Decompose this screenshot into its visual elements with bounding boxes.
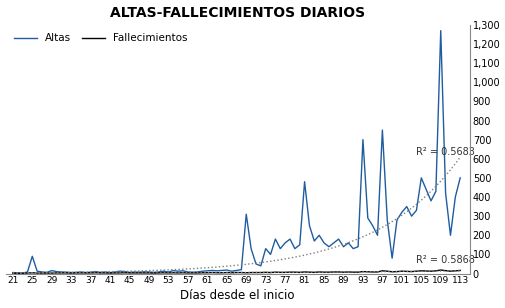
- Legend: Altas, Fallecimientos: Altas, Fallecimientos: [11, 30, 190, 46]
- Text: R² = 0.5683: R² = 0.5683: [416, 147, 474, 157]
- Altas: [107, 271, 113, 274]
- Fallecimientos: [364, 270, 370, 274]
- Altas: [325, 245, 331, 249]
- Line: Fallecimientos: Fallecimientos: [13, 270, 459, 273]
- Fallecimientos: [68, 271, 74, 275]
- Altas: [10, 271, 16, 274]
- Altas: [437, 29, 443, 32]
- Fallecimientos: [83, 271, 89, 275]
- Fallecimientos: [10, 271, 16, 275]
- Altas: [87, 270, 93, 274]
- Text: R² = 0.5868: R² = 0.5868: [416, 255, 474, 265]
- Altas: [73, 270, 79, 274]
- Altas: [238, 268, 244, 272]
- Fallecimientos: [437, 268, 443, 272]
- Fallecimientos: [320, 270, 326, 274]
- Altas: [456, 176, 462, 180]
- Fallecimientos: [456, 269, 462, 272]
- Line: Altas: Altas: [13, 30, 459, 273]
- Altas: [369, 224, 375, 228]
- Fallecimientos: [102, 271, 108, 275]
- Title: ALTAS-FALLECIMIENTOS DIARIOS: ALTAS-FALLECIMIENTOS DIARIOS: [110, 6, 365, 19]
- Altas: [20, 271, 26, 275]
- Fallecimientos: [233, 271, 239, 274]
- X-axis label: Días desde el inicio: Días desde el inicio: [180, 290, 294, 302]
